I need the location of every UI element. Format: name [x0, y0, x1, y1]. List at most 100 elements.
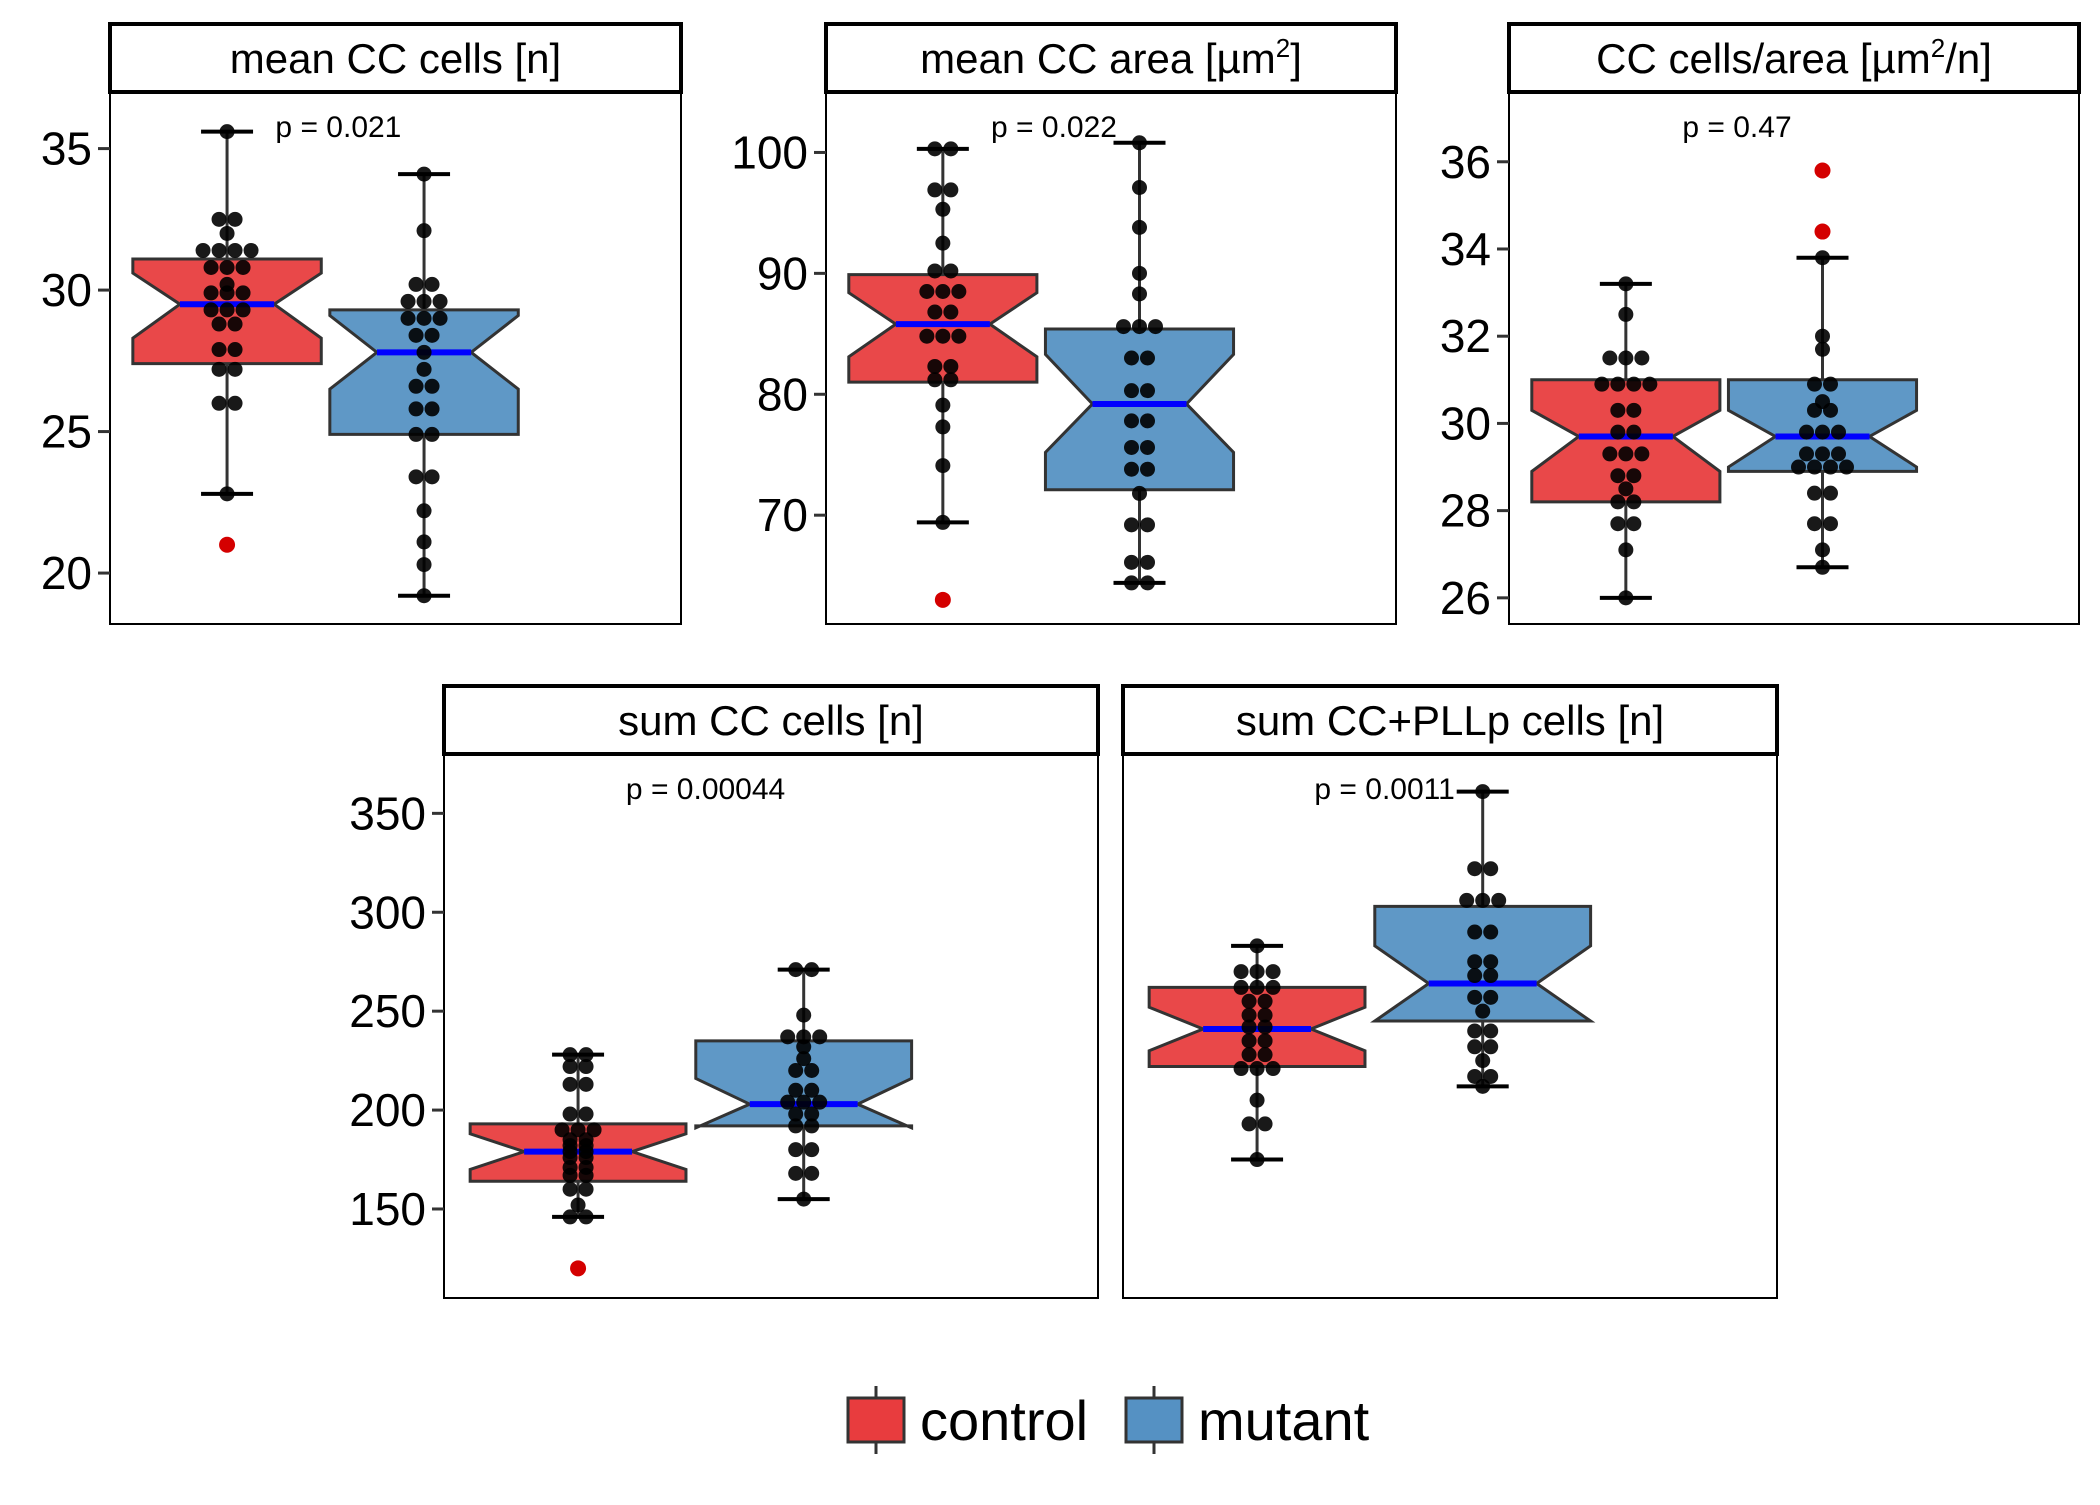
legend-item-control: control — [846, 1386, 1088, 1454]
data-point — [1249, 1061, 1265, 1077]
data-point — [1241, 993, 1257, 1009]
data-point — [219, 225, 235, 241]
panel-5: sum CC+PLLp cells [n] p = 0.0011 — [1121, 684, 1779, 1299]
data-point — [1823, 459, 1838, 475]
strip-header — [824, 22, 1398, 94]
data-point — [1815, 328, 1830, 344]
data-point — [562, 1059, 578, 1075]
data-point — [1815, 446, 1830, 462]
data-point — [1831, 424, 1846, 440]
data-point — [1618, 542, 1634, 558]
data-point — [1132, 135, 1147, 151]
data-point — [1602, 350, 1618, 366]
y-tick-label: 70 — [757, 489, 808, 541]
y-tick-label: 250 — [349, 985, 426, 1037]
data-point — [927, 304, 943, 320]
y-tick-label: 35 — [41, 123, 92, 175]
data-point — [1791, 459, 1806, 475]
data-point — [416, 361, 432, 377]
data-point — [1140, 575, 1155, 591]
data-point — [1626, 402, 1642, 418]
data-point — [424, 469, 440, 485]
notched-box — [1043, 327, 1236, 492]
data-point — [1140, 554, 1155, 570]
data-point — [1815, 250, 1830, 266]
data-point — [804, 1106, 820, 1122]
data-point — [780, 1029, 796, 1045]
data-point — [780, 1094, 796, 1110]
data-point — [1233, 964, 1249, 980]
data-point — [1140, 439, 1155, 455]
data-point — [562, 1076, 578, 1092]
group-mutant — [328, 166, 520, 604]
outlier-point — [219, 536, 236, 553]
data-point — [1618, 306, 1634, 322]
data-point — [804, 962, 820, 978]
data-point — [796, 1039, 812, 1055]
group-mutant — [1370, 784, 1596, 1094]
data-point — [1233, 1061, 1249, 1077]
data-point — [1618, 446, 1634, 462]
plot-frame — [443, 753, 1099, 1299]
group-mutant — [1043, 135, 1236, 591]
data-point — [1257, 993, 1273, 1009]
data-point — [1249, 979, 1265, 995]
data-point — [1807, 402, 1822, 418]
data-point — [1626, 468, 1642, 484]
data-point — [943, 358, 959, 374]
data-point — [927, 141, 943, 157]
data-point — [788, 1106, 804, 1122]
data-point — [1475, 1003, 1491, 1019]
data-point — [788, 1082, 804, 1098]
legend-key-box — [1124, 1396, 1184, 1444]
data-point — [400, 293, 416, 309]
data-point — [788, 1063, 804, 1079]
data-point — [1124, 517, 1139, 533]
panel-4: sum CC cells [n] 150 200 250 300 350 p = 0.000… — [349, 684, 1100, 1299]
data-point — [227, 361, 243, 377]
y-tick-label: 350 — [349, 787, 426, 839]
data-point — [943, 182, 959, 198]
data-point — [1241, 1033, 1257, 1049]
data-point — [570, 1197, 586, 1213]
p-value-label: p = 0.00044 — [626, 773, 785, 806]
data-point — [935, 419, 951, 435]
y-tick-label: 30 — [41, 264, 92, 316]
outlier-point — [1814, 223, 1831, 240]
y-tick-label: 34 — [1440, 223, 1491, 275]
data-point — [1618, 590, 1634, 606]
data-point — [1249, 938, 1265, 954]
y-tick-label: 300 — [349, 886, 426, 938]
data-point — [788, 1118, 804, 1134]
data-point — [424, 276, 440, 292]
data-point — [211, 242, 227, 258]
outlier-point — [570, 1260, 587, 1277]
data-point — [578, 1181, 594, 1197]
data-point — [203, 259, 219, 275]
data-point — [416, 166, 432, 182]
data-point — [1634, 350, 1650, 366]
data-point — [1807, 516, 1822, 532]
data-point — [578, 1059, 594, 1075]
data-point — [935, 397, 951, 413]
data-point — [1483, 861, 1499, 877]
data-point — [788, 962, 804, 978]
data-point — [1148, 319, 1163, 335]
data-point — [1241, 1116, 1257, 1132]
data-point — [1467, 954, 1483, 970]
data-point — [227, 342, 243, 358]
data-point — [1618, 350, 1634, 366]
data-point — [1799, 446, 1814, 462]
data-point — [935, 328, 951, 344]
strip-header — [1507, 22, 2081, 94]
data-point — [1634, 446, 1650, 462]
data-point — [416, 503, 432, 519]
data-point — [424, 327, 440, 343]
data-point — [1475, 892, 1491, 908]
strip-header — [1121, 684, 1779, 756]
legend-key-box — [846, 1396, 906, 1444]
p-value-label: p = 0.47 — [1682, 111, 1791, 144]
data-point — [1475, 1078, 1491, 1094]
data-point — [235, 285, 251, 301]
